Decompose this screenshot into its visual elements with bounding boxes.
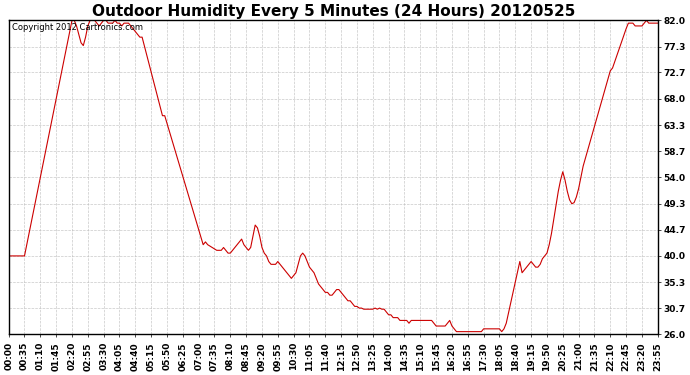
Text: Copyright 2012 Cartronics.com: Copyright 2012 Cartronics.com	[12, 24, 143, 33]
Title: Outdoor Humidity Every 5 Minutes (24 Hours) 20120525: Outdoor Humidity Every 5 Minutes (24 Hou…	[92, 4, 575, 19]
